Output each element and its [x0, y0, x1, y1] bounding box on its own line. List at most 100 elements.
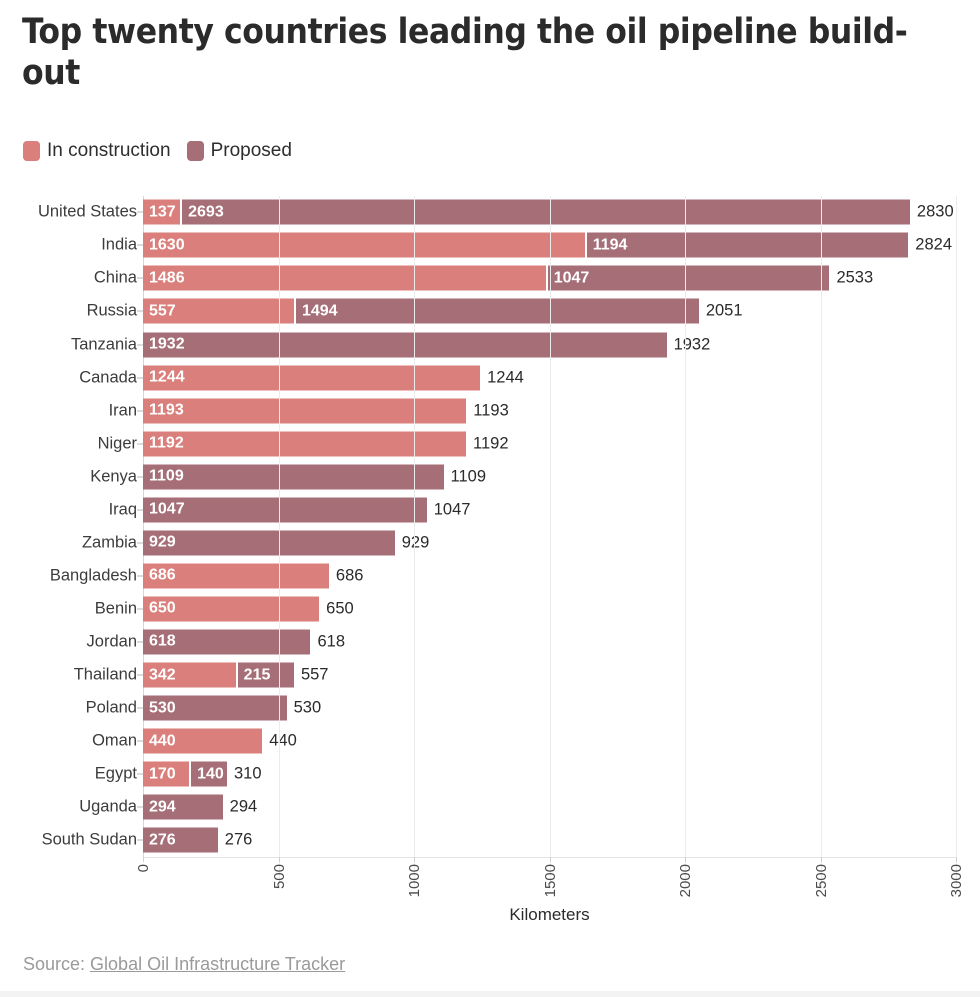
bar-total-value: 276 [224, 830, 253, 849]
category-label: Niger [97, 434, 137, 453]
y-tick-mark [137, 773, 143, 775]
bar-segment[interactable]: 1244 [143, 365, 481, 391]
bar-segment[interactable]: 2693 [180, 199, 910, 225]
bar-segment[interactable]: 1192 [143, 431, 467, 457]
chart-bar-row[interactable]: Zambia 929 929 [0, 527, 980, 560]
bar-segment[interactable]: 294 [143, 794, 223, 820]
category-label: Iran [108, 401, 137, 420]
bar-segment-value: 650 [149, 599, 176, 617]
chart-bar-row[interactable]: Egypt 170 140 310 [0, 758, 980, 791]
stacked-bar[interactable]: 294 [143, 794, 223, 820]
chart-bar-row[interactable]: Kenya 1109 1109 [0, 460, 980, 493]
stacked-bar[interactable]: 686 [143, 563, 329, 589]
stacked-bar[interactable]: 929 [143, 530, 395, 556]
bar-segment-value: 929 [149, 533, 176, 551]
stacked-bar[interactable]: 170 140 [143, 761, 227, 787]
bar-segment[interactable]: 1047 [143, 497, 427, 523]
chart-bar-row[interactable]: United States 137 2693 2830 [0, 196, 980, 229]
bar-segment[interactable]: 1194 [584, 232, 909, 258]
bar-total-value: 686 [335, 566, 364, 585]
x-tick-mark [143, 857, 144, 862]
bar-segment[interactable]: 618 [143, 629, 311, 655]
stacked-bar[interactable]: 137 2693 [143, 199, 910, 225]
x-gridline [549, 196, 551, 887]
y-tick-mark [137, 509, 143, 511]
bar-segment[interactable]: 137 [143, 199, 181, 225]
chart-bar-row[interactable]: Oman 440 440 [0, 725, 980, 758]
chart-bar-row[interactable]: Jordan 618 618 [0, 626, 980, 659]
bar-segment-value: 140 [197, 765, 224, 783]
stacked-bar[interactable]: 1193 [143, 398, 467, 424]
bar-segment[interactable]: 440 [143, 728, 263, 754]
bar-segment[interactable]: 342 [143, 662, 236, 688]
chart-bar-row[interactable]: Uganda 294 294 [0, 791, 980, 824]
bar-segment[interactable]: 557 [143, 298, 294, 324]
chart-bar-row[interactable]: Thailand 342 215 557 [0, 659, 980, 692]
bar-total-value: 650 [326, 599, 354, 618]
stacked-bar[interactable]: 276 [143, 827, 218, 853]
bar-segment-value: 215 [243, 666, 271, 684]
stacked-bar[interactable]: 1109 [143, 464, 444, 490]
bar-total-value: 1244 [487, 368, 524, 387]
bar-segment[interactable]: 215 [235, 662, 294, 688]
stacked-bar[interactable]: 557 1494 [143, 298, 699, 324]
chart-bar-row[interactable]: Benin 650 650 [0, 593, 980, 626]
stacked-bar[interactable]: 1932 [143, 332, 667, 358]
category-label: Iraq [108, 500, 137, 519]
bar-segment-value: 1244 [149, 368, 185, 386]
bar-segment-value: 1932 [149, 335, 185, 353]
source-link[interactable]: Global Oil Infrastructure Tracker [90, 954, 346, 974]
bar-segment[interactable]: 140 [189, 761, 227, 787]
bar-segment-value: 557 [149, 302, 176, 320]
bar-segment[interactable]: 650 [143, 596, 320, 622]
chart-bar-row[interactable]: Tanzania 1932 1932 [0, 328, 980, 361]
x-gridline [820, 196, 822, 887]
bar-segment[interactable]: 1486 [143, 265, 546, 291]
chart-bar-row[interactable]: Bangladesh 686 686 [0, 560, 980, 593]
chart-bar-row[interactable]: Iraq 1047 1047 [0, 493, 980, 526]
bar-total-value: 2824 [915, 235, 953, 254]
bar-segment-value: 137 [149, 203, 176, 221]
bar-segment-value: 276 [149, 831, 176, 849]
y-tick-mark [137, 476, 143, 478]
chart-bar-row[interactable]: India 1630 1194 2824 [0, 229, 980, 262]
bar-segment[interactable]: 1047 [545, 265, 830, 291]
stacked-bar[interactable]: 1047 [143, 497, 427, 523]
bar-segment[interactable]: 170 [143, 761, 190, 787]
source-prefix: Source: [23, 954, 91, 974]
stacked-bar[interactable]: 1486 1047 [143, 265, 830, 291]
stacked-bar[interactable]: 618 [143, 629, 311, 655]
stacked-bar[interactable]: 1630 1194 [143, 232, 909, 258]
x-gridline [278, 196, 280, 887]
chart-bar-row[interactable]: South Sudan 276 276 [0, 824, 980, 857]
chart-bar-row[interactable]: Canada 1244 1244 [0, 361, 980, 394]
stacked-bar[interactable]: 440 [143, 728, 263, 754]
bar-segment[interactable]: 686 [143, 563, 329, 589]
chart-bar-row[interactable]: China 1486 1047 2533 [0, 262, 980, 295]
bar-segment[interactable]: 530 [143, 695, 287, 721]
chart-bar-row[interactable]: Poland 530 530 [0, 692, 980, 725]
legend-entry[interactable]: In construction [23, 140, 171, 162]
stacked-bar[interactable]: 1244 [143, 365, 481, 391]
bar-segment[interactable]: 1494 [293, 298, 699, 324]
bar-segment[interactable]: 1932 [143, 332, 667, 358]
stacked-bar[interactable]: 530 [143, 695, 287, 721]
bar-segment[interactable]: 276 [143, 827, 218, 853]
legend-swatch-icon [186, 141, 204, 161]
bar-segment[interactable]: 929 [143, 530, 395, 556]
bar-segment[interactable]: 1630 [143, 232, 585, 258]
chart-bar-row[interactable]: Niger 1192 1192 [0, 427, 980, 460]
bar-segment-value: 294 [149, 798, 176, 816]
bar-total-value: 1047 [433, 500, 471, 519]
x-tick-label: 1500 [541, 864, 559, 898]
chart-bar-row[interactable]: Russia 557 1494 2051 [0, 295, 980, 328]
category-label: Poland [85, 698, 137, 717]
stacked-bar[interactable]: 650 [143, 596, 320, 622]
bar-segment[interactable]: 1109 [143, 464, 444, 490]
stacked-bar[interactable]: 342 215 [143, 662, 294, 688]
bar-segment[interactable]: 1193 [143, 398, 467, 424]
chart-bar-row[interactable]: Iran 1193 1193 [0, 394, 980, 427]
legend-entry[interactable]: Proposed [186, 140, 292, 162]
stacked-bar[interactable]: 1192 [143, 431, 467, 457]
bar-total-value: 2533 [836, 268, 874, 287]
